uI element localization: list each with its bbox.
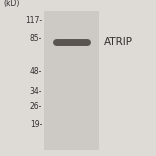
Text: ATRIP: ATRIP bbox=[104, 37, 133, 47]
FancyBboxPatch shape bbox=[44, 11, 99, 150]
Text: (kD): (kD) bbox=[3, 0, 20, 8]
